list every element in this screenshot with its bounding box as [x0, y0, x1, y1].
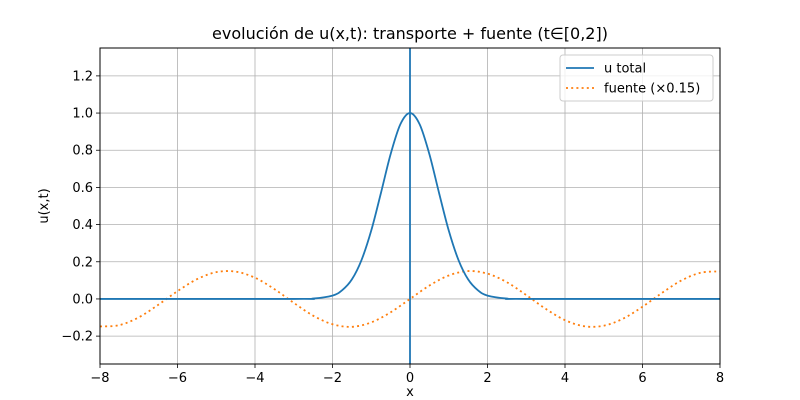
x-axis-label: x [406, 385, 414, 400]
series-line-fuente [99, 270, 721, 328]
x-tick-label: 6 [638, 371, 646, 386]
legend-box [559, 54, 714, 102]
y-tick-label: 0.0 [72, 292, 93, 307]
y-axis-label: u(x,t) [37, 188, 52, 223]
x-tick-label: 4 [561, 371, 569, 386]
x-tick-label: 2 [483, 371, 491, 386]
y-tick-label: −0.2 [61, 330, 93, 345]
y-tick-label: 0.8 [72, 144, 93, 159]
x-tick-label: −8 [90, 371, 109, 386]
series-line-u-total [99, 112, 721, 300]
x-tick-label: −2 [323, 371, 342, 386]
x-tick-label: 8 [716, 371, 724, 386]
legend-label: u total [604, 62, 646, 77]
series-layer [99, 48, 721, 364]
x-axis: −8 −6 −4 −2 0 2 4 6 8 [90, 364, 724, 386]
y-tick-label: 0.2 [72, 255, 93, 270]
y-tick-label: 1.0 [72, 107, 93, 122]
y-tick-label: 1.2 [72, 69, 93, 84]
legend-label: fuente (×0.15) [604, 82, 700, 97]
legend: u total fuente (×0.15) [559, 54, 714, 102]
y-axis: −0.2 0.0 0.2 0.4 0.6 0.8 1.0 1.2 [61, 69, 100, 345]
x-tick-label: 0 [406, 371, 414, 386]
x-tick-label: −6 [168, 371, 187, 386]
y-tick-label: 0.6 [72, 181, 93, 196]
y-tick-label: 0.4 [72, 218, 93, 233]
x-tick-label: −4 [245, 371, 264, 386]
chart-title: evolución de u(x,t): transporte + fuente… [212, 24, 608, 43]
